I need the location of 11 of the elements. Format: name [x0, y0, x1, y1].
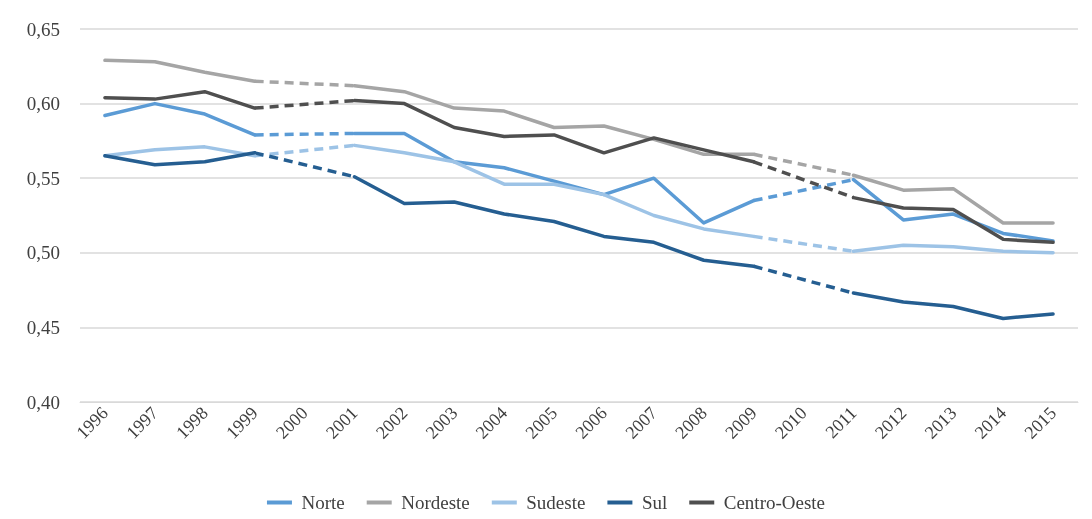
- y-tick-label: 0,45: [26, 316, 60, 338]
- y-tick-label: 0,40: [26, 391, 60, 413]
- y-tick-label: 0,60: [26, 93, 60, 115]
- y-tick-label: 0,55: [26, 167, 60, 189]
- legend-label: Nordeste: [401, 492, 470, 513]
- legend-label: Sudeste: [526, 492, 586, 513]
- legend-label: Norte: [301, 492, 345, 513]
- legend-label: Sul: [641, 492, 668, 513]
- y-tick-label: 0,65: [26, 18, 60, 40]
- legend-label: Centro-Oeste: [723, 492, 826, 513]
- y-tick-label: 0,50: [26, 242, 60, 264]
